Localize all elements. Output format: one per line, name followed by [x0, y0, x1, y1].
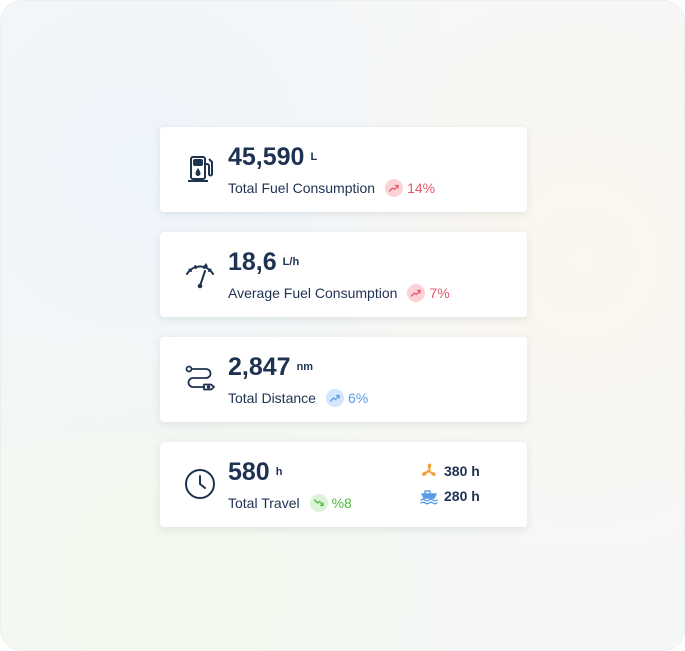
trend-percent: 6%	[347, 390, 369, 406]
trend-percent: %8	[331, 495, 352, 511]
metric-unit: L/h	[282, 256, 300, 268]
route-icon	[182, 361, 218, 397]
total-fuel-consumption-card[interactable]: 45,590 L Total Fuel Consumption 14%	[160, 127, 527, 212]
metric-value: 18,6	[228, 248, 277, 276]
ship-hours: 280 h	[420, 487, 480, 505]
total-distance-card[interactable]: 2,847 nm Total Distance 6%	[160, 337, 527, 422]
average-fuel-consumption-card[interactable]: 18,6 L/h Average Fuel Consumption 7%	[160, 232, 527, 317]
trend-up-icon	[385, 179, 404, 197]
metric-value: 580	[228, 458, 270, 486]
fuel-gauge-icon	[182, 256, 218, 292]
propeller-hours-value: 380 h	[444, 463, 480, 479]
metric-label: Total Distance	[228, 390, 316, 406]
trend-percent: 7%	[429, 285, 450, 301]
metric-unit: h	[275, 466, 283, 478]
trend-percent: 14%	[407, 180, 436, 196]
ship-icon	[420, 487, 438, 505]
trend-badge: 14%	[385, 179, 435, 197]
metric-unit: nm	[296, 361, 314, 373]
metric-value: 45,590	[228, 143, 305, 171]
fuel-pump-icon	[182, 151, 218, 187]
trend-badge: 7%	[407, 284, 450, 302]
metric-value: 2,847	[228, 353, 291, 381]
trend-down-icon	[309, 494, 328, 512]
metric-label: Total Fuel Consumption	[228, 180, 376, 196]
trend-badge: 6%	[325, 389, 369, 407]
trend-up-icon	[325, 389, 344, 407]
metric-unit: L	[310, 151, 318, 163]
clock-icon	[182, 466, 218, 502]
propeller-icon	[420, 462, 438, 480]
total-travel-card[interactable]: 580 h Total Travel %8	[160, 442, 527, 527]
metric-label: Total Travel	[228, 495, 300, 511]
trend-up-icon	[407, 284, 426, 302]
ship-hours-value: 280 h	[444, 488, 480, 504]
metric-label: Average Fuel Consumption	[228, 285, 398, 301]
propeller-hours: 380 h	[420, 462, 480, 480]
trend-badge: %8	[309, 494, 352, 512]
